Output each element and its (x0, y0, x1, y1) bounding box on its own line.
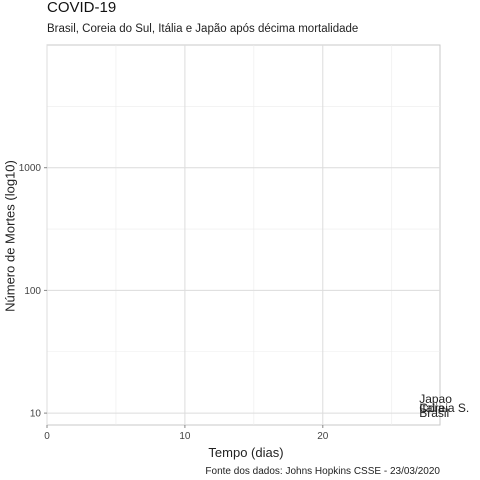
plot-panel (47, 45, 440, 425)
y-tick-label: 100 (24, 286, 41, 297)
x-tick-label: 10 (179, 431, 191, 442)
y-tick-label: 1000 (19, 163, 42, 174)
y-axis-ticks: 10 100 1000 (19, 163, 47, 419)
x-axis-ticks: 0 10 20 (44, 425, 329, 442)
x-axis-label: Tempo (dias) (208, 445, 283, 460)
chart-caption: Fonte dos dados: Johns Hopkins CSSE - 23… (205, 466, 440, 477)
y-axis-label: Número de Mortes (log10) (3, 160, 18, 312)
x-tick-label: 0 (44, 431, 50, 442)
x-tick-label: 20 (317, 431, 329, 442)
series-label: Brasil (419, 406, 449, 420)
y-tick-label: 10 (30, 409, 42, 420)
